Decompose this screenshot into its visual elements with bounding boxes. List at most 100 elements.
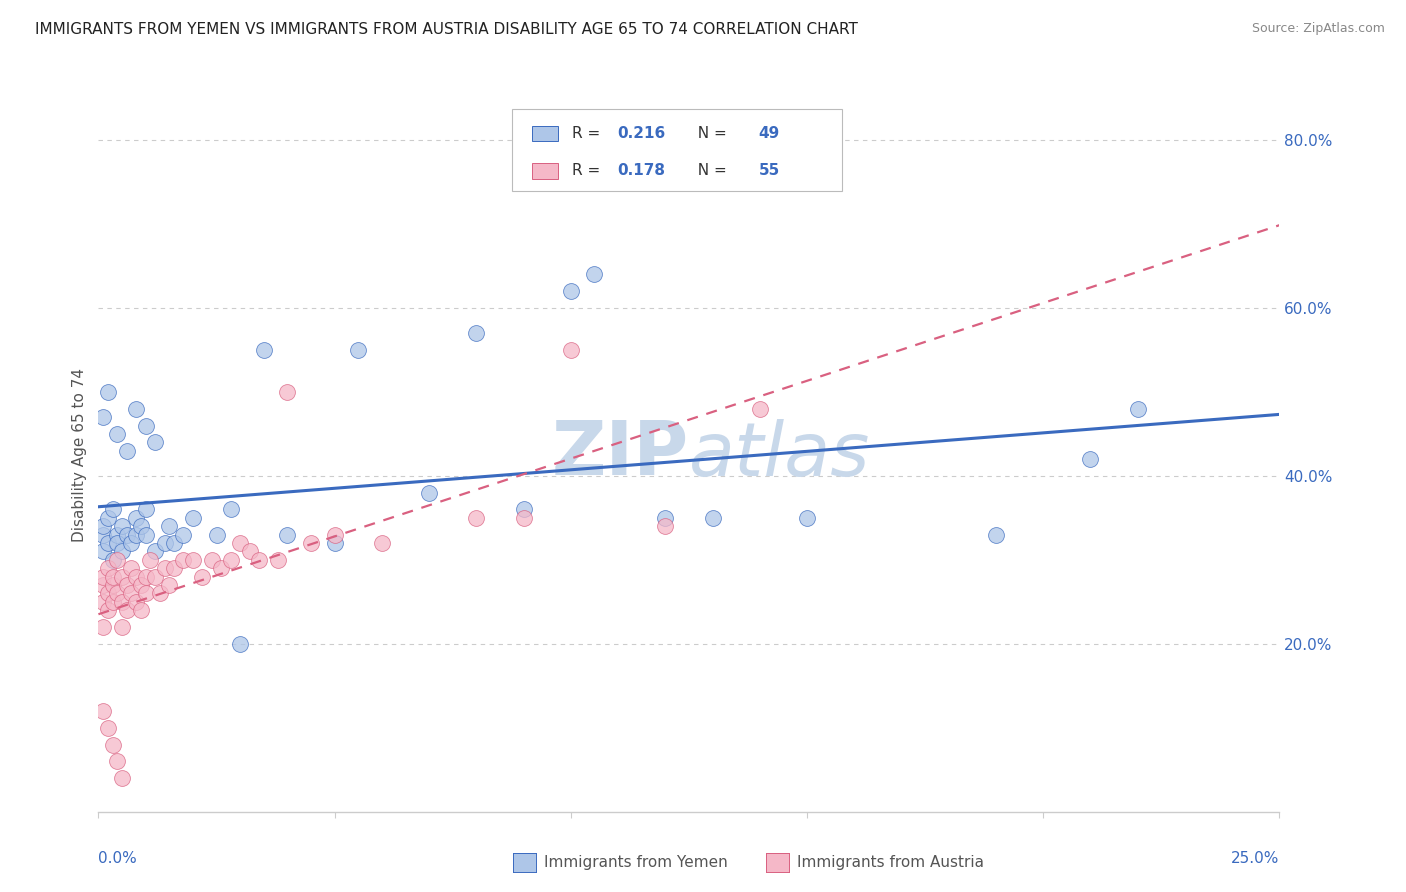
Point: [239, 544, 262, 558]
Point: [191, 569, 214, 583]
Point: [267, 553, 290, 567]
FancyBboxPatch shape: [512, 109, 842, 191]
Point: [97, 603, 120, 617]
Point: [97, 536, 120, 550]
Point: [105, 527, 128, 541]
Point: [796, 511, 818, 525]
Point: [157, 578, 180, 592]
Point: [121, 536, 143, 550]
Point: [371, 536, 394, 550]
Point: [1080, 452, 1102, 467]
Point: [115, 527, 138, 541]
Text: N =: N =: [688, 163, 731, 178]
Point: [229, 637, 252, 651]
Point: [229, 536, 252, 550]
Point: [465, 511, 488, 525]
Point: [299, 536, 322, 550]
Point: [101, 502, 124, 516]
Point: [143, 544, 166, 558]
Point: [201, 553, 224, 567]
Point: [247, 553, 270, 567]
Point: [111, 771, 134, 785]
Text: R =: R =: [572, 126, 605, 141]
Point: [276, 384, 298, 399]
Point: [105, 553, 128, 567]
Text: 0.178: 0.178: [617, 163, 665, 178]
Point: [115, 443, 138, 458]
Point: [111, 595, 134, 609]
Point: [111, 569, 134, 583]
Point: [105, 426, 128, 441]
Point: [181, 511, 204, 525]
Point: [560, 343, 582, 357]
Point: [101, 553, 124, 567]
Point: [163, 536, 186, 550]
Point: [91, 527, 114, 541]
Point: [135, 586, 157, 600]
Text: Source: ZipAtlas.com: Source: ZipAtlas.com: [1251, 22, 1385, 36]
Point: [91, 595, 114, 609]
Point: [253, 343, 276, 357]
Text: N =: N =: [688, 126, 731, 141]
Text: 25.0%: 25.0%: [1232, 851, 1279, 866]
Point: [91, 569, 114, 583]
Point: [135, 527, 157, 541]
Point: [219, 502, 242, 516]
Point: [205, 527, 228, 541]
Point: [91, 704, 114, 718]
Point: [129, 603, 152, 617]
Point: [418, 485, 440, 500]
Text: IMMIGRANTS FROM YEMEN VS IMMIGRANTS FROM AUSTRIA DISABILITY AGE 65 TO 74 CORRELA: IMMIGRANTS FROM YEMEN VS IMMIGRANTS FROM…: [35, 22, 858, 37]
Point: [1126, 401, 1149, 416]
Point: [121, 586, 143, 600]
Point: [323, 536, 346, 550]
Point: [172, 553, 194, 567]
Point: [125, 401, 148, 416]
Point: [276, 527, 298, 541]
Point: [654, 511, 676, 525]
Point: [748, 401, 770, 416]
Point: [143, 435, 166, 450]
Point: [101, 569, 124, 583]
Point: [347, 343, 370, 357]
Point: [465, 326, 488, 341]
Point: [97, 384, 120, 399]
Point: [702, 511, 724, 525]
Point: [583, 268, 606, 282]
Point: [97, 561, 120, 575]
Text: 0.0%: 0.0%: [98, 851, 138, 866]
Point: [209, 561, 232, 575]
Text: atlas: atlas: [689, 419, 870, 491]
Point: [115, 578, 138, 592]
Point: [323, 527, 346, 541]
Point: [512, 511, 534, 525]
Point: [560, 284, 582, 298]
Point: [111, 620, 134, 634]
Point: [101, 595, 124, 609]
Point: [163, 561, 186, 575]
Point: [91, 410, 114, 425]
Point: [91, 578, 114, 592]
Point: [91, 544, 114, 558]
Point: [125, 569, 148, 583]
FancyBboxPatch shape: [531, 163, 558, 178]
Point: [115, 603, 138, 617]
Text: ZIP: ZIP: [551, 418, 689, 491]
Point: [135, 418, 157, 433]
Point: [125, 595, 148, 609]
Point: [105, 755, 128, 769]
Point: [219, 553, 242, 567]
Text: 49: 49: [759, 126, 780, 141]
Point: [153, 536, 176, 550]
Point: [172, 527, 194, 541]
Text: Immigrants from Austria: Immigrants from Austria: [797, 855, 984, 870]
Point: [97, 511, 120, 525]
Point: [654, 519, 676, 533]
Point: [121, 561, 143, 575]
Y-axis label: Disability Age 65 to 74: Disability Age 65 to 74: [72, 368, 87, 542]
Point: [125, 511, 148, 525]
Point: [139, 553, 162, 567]
Point: [111, 544, 134, 558]
Point: [143, 569, 166, 583]
Point: [91, 519, 114, 533]
